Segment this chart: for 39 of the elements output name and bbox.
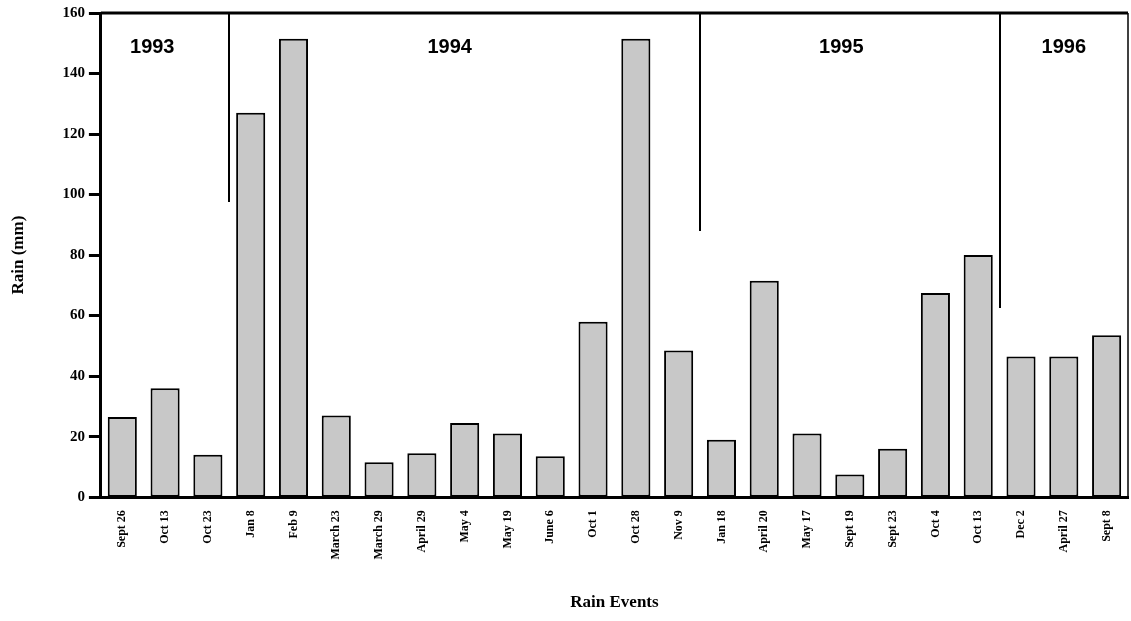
x-tick-label: April 27	[1055, 510, 1070, 553]
x-tick-label: March 23	[328, 510, 343, 560]
annotation: 1996	[1041, 34, 1087, 57]
x-tick-label: Oct 28	[627, 510, 642, 544]
x-tick-label: Oct 4	[927, 510, 942, 538]
x-tick-label: Jan 18	[713, 510, 728, 544]
y-tick-label: 0	[77, 488, 85, 505]
x-tick-label: Sept 8	[1098, 510, 1113, 542]
y-tick-label: 120	[62, 124, 85, 141]
x-tick-label: May 17	[799, 510, 814, 549]
x-tick-label: Sept 26	[114, 510, 129, 548]
y-tick-label: 60	[69, 306, 85, 323]
x-axis-title: Rain Events	[570, 592, 659, 612]
x-tick-label: Feb 9	[285, 510, 300, 539]
x-tick-label: Dec 2	[1013, 510, 1028, 539]
y-tick-label: 140	[62, 64, 85, 81]
x-tick-label: Jan 8	[242, 510, 257, 538]
y-tick-label: 100	[62, 185, 85, 202]
x-tick-label: Oct 13	[157, 510, 172, 544]
x-tick-label: May 19	[499, 510, 514, 549]
x-tick-label: Oct 23	[199, 510, 214, 544]
y-tick-label: 20	[69, 427, 85, 444]
annotation: 1993	[130, 34, 175, 57]
annotation: 1995	[819, 34, 864, 57]
x-tick-label: April 20	[756, 510, 771, 553]
x-tick-label: June 6	[542, 510, 557, 544]
x-tick-label: March 29	[371, 510, 386, 560]
y-tick-label: 80	[69, 245, 85, 262]
x-tick-label: April 29	[413, 510, 428, 553]
y-axis-title: Rain (mm)	[7, 215, 27, 295]
x-tick-label: May 4	[456, 510, 471, 543]
x-tick-label: Oct 13	[970, 510, 985, 544]
x-tick-label: Sept 23	[884, 510, 899, 548]
x-tick-label: Oct 1	[585, 510, 600, 538]
annotation: 1994	[427, 34, 473, 57]
x-tick-label: Nov 9	[670, 510, 685, 540]
y-tick-label: 160	[62, 3, 85, 20]
x-tick-label: Sept 19	[841, 510, 856, 548]
y-tick-label: 40	[69, 367, 85, 383]
